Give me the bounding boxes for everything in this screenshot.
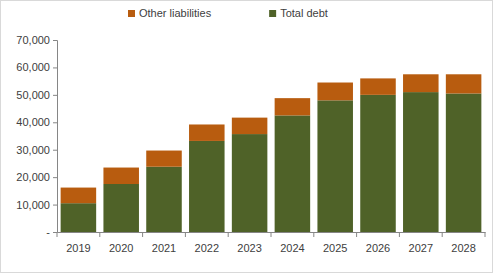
- x-tick-label: 2024: [280, 242, 304, 254]
- x-separator: [185, 232, 186, 237]
- x-axis: 2019 2020 2021 2022 2023 2024 2025 2026 2027 2028: [57, 232, 486, 254]
- y-tick: 10,000: [16, 199, 57, 211]
- bar: [360, 78, 396, 94]
- legend-swatch: [269, 10, 276, 17]
- y-tick-label: 30,000: [16, 144, 50, 156]
- x-tick-label: 2019: [66, 242, 90, 254]
- x-separator: [228, 232, 229, 237]
- x-separators: [57, 232, 485, 237]
- x-tick: 2023: [237, 232, 261, 254]
- x-tick: 2026: [366, 232, 390, 254]
- chart: - 10,000 20,000 30,000 40,000 50,000 60,000 70,…: [0, 0, 493, 273]
- bar: [317, 83, 353, 101]
- bar: [232, 134, 268, 232]
- x-tick: 2027: [409, 232, 433, 254]
- y-tick-label: 50,000: [16, 89, 50, 101]
- bar: [317, 100, 353, 232]
- legend: Other liabilities Total debt: [128, 7, 328, 19]
- bar: [403, 92, 439, 232]
- x-tick-label: 2020: [109, 242, 133, 254]
- y-tick-mark: [53, 150, 57, 151]
- y-tick-mark: [53, 95, 57, 96]
- bar: [103, 168, 139, 184]
- y-tick: 70,000: [16, 34, 57, 46]
- x-tick-label: 2028: [451, 242, 475, 254]
- y-tick-label: 60,000: [16, 61, 50, 73]
- bar: [403, 74, 439, 92]
- y-tick-mark: [53, 122, 57, 123]
- y-tick-label: 40,000: [16, 116, 50, 128]
- y-tick-label: 10,000: [16, 199, 50, 211]
- bar: [189, 124, 225, 140]
- bar: [360, 95, 396, 232]
- x-separator: [99, 232, 100, 237]
- x-separator: [142, 232, 143, 237]
- x-tick: 2024: [280, 232, 304, 254]
- x-separator: [356, 232, 357, 237]
- y-tick: 50,000: [16, 89, 57, 101]
- y-tick-mark: [53, 205, 57, 206]
- bar: [275, 98, 311, 115]
- bar: [232, 118, 268, 134]
- x-separator: [271, 232, 272, 237]
- x-tick-label: 2023: [237, 242, 261, 254]
- x-separator: [57, 232, 58, 237]
- y-tick: 40,000: [16, 116, 57, 128]
- x-separator: [399, 232, 400, 237]
- x-separator: [313, 232, 314, 237]
- y-tick-mark: [53, 232, 57, 233]
- x-tick: 2020: [109, 232, 133, 254]
- y-tick-mark: [53, 40, 57, 41]
- y-tick: 20,000: [16, 171, 57, 183]
- bar: [146, 151, 182, 167]
- y-tick-label: 70,000: [16, 34, 50, 46]
- x-tick-label: 2026: [366, 242, 390, 254]
- x-tick-label: 2021: [152, 242, 176, 254]
- x-separator: [485, 232, 486, 237]
- bar: [146, 167, 182, 232]
- y-tick-label: 20,000: [16, 171, 50, 183]
- legend-label: Total debt: [280, 7, 328, 19]
- y-axis: - 10,000 20,000 30,000 40,000 50,000 60,000 70,…: [16, 34, 57, 238]
- x-tick-label: 2025: [323, 242, 347, 254]
- x-tick: 2025: [323, 232, 347, 254]
- plot: - 10,000 20,000 30,000 40,000 50,000 60,000 70,…: [16, 34, 485, 253]
- bar: [103, 184, 139, 232]
- y-tick-label: -: [46, 226, 50, 238]
- bar: [61, 188, 97, 204]
- y-tick-mark: [53, 177, 57, 178]
- x-tick-label: 2022: [195, 242, 219, 254]
- x-tick: 2022: [195, 232, 219, 254]
- bar: [275, 115, 311, 232]
- y-tick-mark: [53, 67, 57, 68]
- x-tick: 2021: [152, 232, 176, 254]
- y-tick: 30,000: [16, 144, 57, 156]
- chart-frame: [1, 1, 493, 273]
- x-tick: 2019: [66, 232, 90, 254]
- y-tick: 60,000: [16, 61, 57, 73]
- legend-item: Other liabilities: [128, 7, 212, 19]
- bar: [446, 74, 482, 93]
- legend-swatch: [128, 10, 135, 17]
- bar: [61, 203, 97, 232]
- legend-item: Total debt: [269, 7, 328, 19]
- bar: [446, 93, 482, 232]
- bar: [189, 141, 225, 232]
- legend-label: Other liabilities: [139, 7, 212, 19]
- x-separator: [442, 232, 443, 237]
- y-axis-line: [53, 41, 58, 233]
- x-tick: 2028: [451, 232, 475, 254]
- bars: [61, 74, 482, 232]
- x-tick-label: 2027: [409, 242, 433, 254]
- y-tick: -: [46, 226, 57, 238]
